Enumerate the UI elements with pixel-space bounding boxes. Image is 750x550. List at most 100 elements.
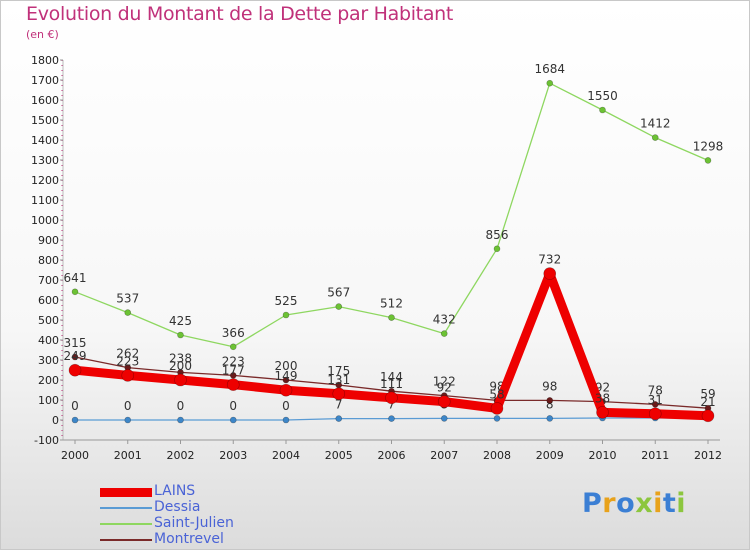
data-label-saint-julien: 567 — [327, 286, 350, 300]
data-point-dessia — [335, 415, 343, 422]
y-tick-label: 900 — [38, 234, 59, 247]
data-point-montrevel — [71, 353, 79, 361]
proxiti-logo: Proxiti — [582, 488, 686, 519]
data-point-saint-julien — [177, 331, 184, 339]
legend-swatch — [100, 539, 152, 541]
y-tick-label: 1800 — [31, 54, 59, 67]
x-tick-label: 2007 — [430, 449, 458, 462]
data-label-montrevel: 175 — [327, 364, 350, 378]
data-label-lains: 149 — [275, 369, 298, 383]
data-point-montrevel — [651, 401, 659, 408]
chart-title: Evolution du Montant de la Dette par Hab… — [26, 3, 454, 25]
data-label-dessia: 0 — [229, 399, 237, 413]
data-point-dessia — [282, 416, 290, 424]
y-tick-label: 1700 — [31, 74, 59, 87]
y-tick-label: 400 — [38, 334, 59, 347]
x-tick-label: 2001 — [114, 449, 142, 462]
logo-letter: i — [653, 488, 663, 519]
x-tick-label: 2009 — [536, 449, 564, 462]
data-point-lains — [332, 387, 346, 401]
logo-letter: P — [582, 488, 603, 519]
data-point-dessia — [177, 416, 184, 424]
data-label-lains: 200 — [169, 359, 192, 373]
y-tick-label: 1000 — [31, 214, 59, 227]
data-point-montrevel — [229, 372, 237, 379]
logo-letter: t — [662, 488, 677, 519]
data-label-dessia: 8 — [546, 397, 554, 411]
data-label-montrevel: 98 — [542, 379, 557, 393]
y-tick-label: 200 — [38, 374, 59, 387]
data-label-saint-julien: 856 — [486, 228, 509, 242]
data-point-lains — [543, 267, 557, 280]
data-label-saint-julien: 1550 — [587, 89, 618, 103]
data-point-lains — [385, 391, 398, 405]
logo-letter: r — [602, 488, 617, 519]
data-label-saint-julien: 1298 — [693, 139, 724, 153]
data-label-lains: 31 — [648, 393, 663, 407]
data-point-dessia — [493, 415, 501, 422]
x-tick-label: 2005 — [325, 449, 353, 462]
data-point-dessia — [546, 415, 554, 422]
chart-subtitle: (en €) — [26, 28, 59, 41]
data-label-saint-julien: 537 — [116, 292, 139, 306]
data-label-saint-julien: 512 — [380, 297, 403, 311]
data-point-saint-julien — [388, 314, 395, 321]
data-point-saint-julien — [124, 309, 132, 316]
data-point-saint-julien — [704, 157, 712, 164]
y-tick-label: 1200 — [31, 174, 59, 187]
data-point-lains — [121, 369, 135, 382]
x-tick-label: 2008 — [483, 449, 511, 462]
data-point-dessia — [124, 416, 132, 424]
logo-letter: x — [635, 488, 654, 519]
data-label-dessia: 7 — [388, 398, 396, 412]
y-tick-label: 1600 — [31, 94, 59, 107]
data-label-lains: 111 — [380, 377, 403, 391]
legend-label: Saint-Julien — [154, 515, 234, 531]
data-point-saint-julien — [335, 303, 343, 310]
data-label-montrevel: 144 — [380, 370, 403, 384]
data-label-lains: 92 — [437, 381, 452, 395]
data-label-montrevel: 78 — [648, 383, 663, 397]
y-tick-label: 700 — [38, 274, 59, 287]
data-point-saint-julien — [651, 134, 659, 141]
data-point-dessia — [71, 416, 79, 424]
data-point-dessia — [229, 416, 237, 424]
data-label-montrevel: 238 — [169, 351, 192, 365]
x-tick-label: 2002 — [167, 449, 195, 462]
data-label-saint-julien: 641 — [64, 271, 87, 285]
data-point-dessia — [440, 415, 448, 422]
data-label-montrevel: 59 — [700, 387, 715, 401]
data-label-saint-julien: 525 — [275, 294, 298, 308]
data-label-dessia: 0 — [282, 399, 290, 413]
data-point-lains — [279, 383, 293, 397]
data-label-lains: 177 — [222, 364, 245, 378]
data-label-lains: 38 — [595, 391, 610, 405]
data-point-saint-julien — [229, 343, 237, 351]
data-point-lains — [226, 378, 240, 391]
x-tick-label: 2004 — [272, 449, 300, 462]
y-tick-label: 300 — [38, 354, 59, 367]
data-label-montrevel: 200 — [275, 359, 298, 373]
legend-label: Dessia — [154, 499, 201, 515]
data-point-saint-julien — [546, 79, 554, 87]
data-label-lains: 58 — [489, 387, 504, 401]
x-tick-label: 2012 — [694, 449, 722, 462]
x-tick-label: 2006 — [378, 449, 406, 462]
data-label-dessia: 7 — [335, 398, 343, 412]
y-tick-label: 0 — [52, 414, 59, 427]
data-label-dessia: 0 — [71, 399, 79, 413]
data-point-saint-julien — [71, 288, 79, 296]
data-label-montrevel: 122 — [433, 375, 456, 389]
data-label-saint-julien: 432 — [433, 313, 456, 327]
data-label-lains: 249 — [64, 349, 87, 363]
data-label-saint-julien: 366 — [222, 326, 245, 340]
data-label-lains: 21 — [700, 395, 715, 409]
data-point-lains — [701, 409, 715, 423]
data-point-lains — [596, 406, 609, 419]
data-point-montrevel — [282, 376, 290, 384]
data-label-montrevel: 223 — [222, 354, 245, 368]
data-point-lains — [490, 402, 504, 415]
y-tick-label: 1500 — [31, 114, 59, 127]
